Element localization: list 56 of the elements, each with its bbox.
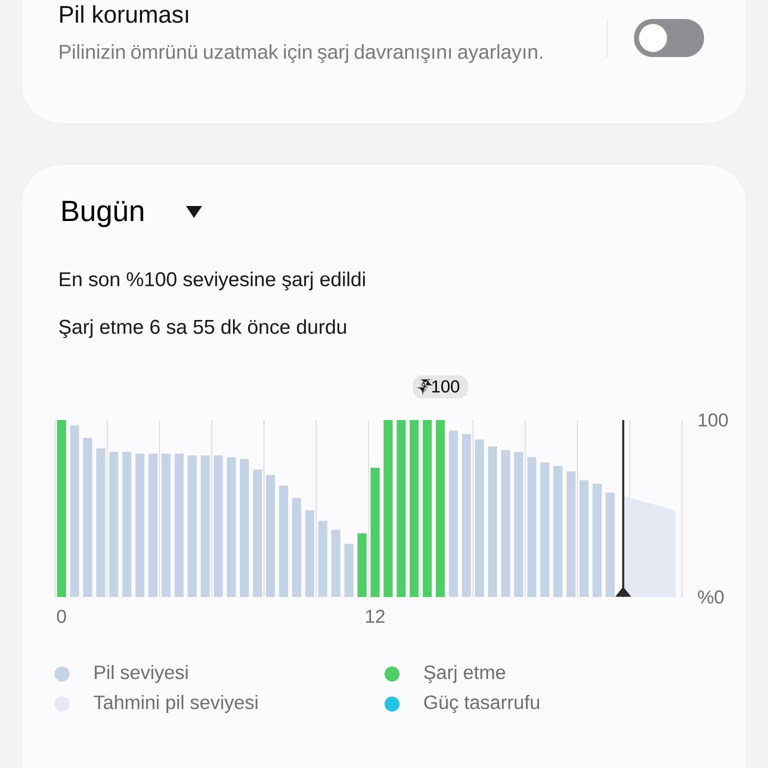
bar <box>410 420 419 598</box>
bar <box>292 498 302 598</box>
bar <box>331 530 340 598</box>
bar <box>422 420 432 598</box>
chart-title: Bugün <box>62 200 144 228</box>
x-tick-label: 0 <box>57 610 66 623</box>
text: Şarj etme 6 sa 55 dk önce durdu <box>59 319 346 338</box>
bar <box>70 425 80 598</box>
bar <box>214 455 223 598</box>
bar <box>252 470 262 598</box>
bar <box>370 468 380 598</box>
y-tick-label: %0 <box>698 590 724 604</box>
annotation: 100 <box>432 380 460 393</box>
bar <box>462 434 471 598</box>
bar <box>606 492 615 598</box>
bar <box>162 454 171 598</box>
bar <box>240 458 249 598</box>
legend-label: Güç tasarrufu <box>424 694 540 714</box>
bar <box>57 420 66 598</box>
bar <box>566 471 576 598</box>
bar <box>357 533 366 598</box>
bar <box>501 450 510 598</box>
bar <box>266 474 276 598</box>
bar <box>96 448 106 598</box>
bar <box>200 455 210 598</box>
bar <box>488 446 498 598</box>
bar <box>318 520 328 598</box>
bar <box>436 420 445 598</box>
bar <box>83 438 92 598</box>
bar <box>188 455 197 598</box>
bar <box>305 510 314 598</box>
bar <box>122 452 132 598</box>
bar <box>384 420 393 598</box>
bar <box>514 452 524 598</box>
bar <box>540 462 550 598</box>
bar <box>135 454 144 598</box>
bar <box>226 457 236 598</box>
legend-label: Tahmini pil seviyesi <box>94 694 258 714</box>
bar <box>396 420 406 598</box>
chart-subtitle: En son %100 seviyesine şarj edildi <box>60 272 365 290</box>
bar <box>448 430 458 598</box>
x-tick-label: 12 <box>366 610 384 623</box>
legend-label: Şarj etme <box>424 664 506 684</box>
bar <box>580 480 589 598</box>
bar <box>527 457 536 598</box>
bar <box>344 544 354 598</box>
bar <box>475 439 484 598</box>
bar <box>553 466 562 598</box>
bar <box>174 454 184 598</box>
bar <box>109 452 118 598</box>
bar <box>592 484 602 598</box>
text: Pilinizin ömrünü uzatmak için şarj davranışını ayarlayın. <box>60 44 542 64</box>
text: Pil koruması <box>60 5 188 23</box>
bar <box>148 454 158 598</box>
legend-label: Pil seviyesi <box>94 664 188 684</box>
bar <box>279 486 288 598</box>
